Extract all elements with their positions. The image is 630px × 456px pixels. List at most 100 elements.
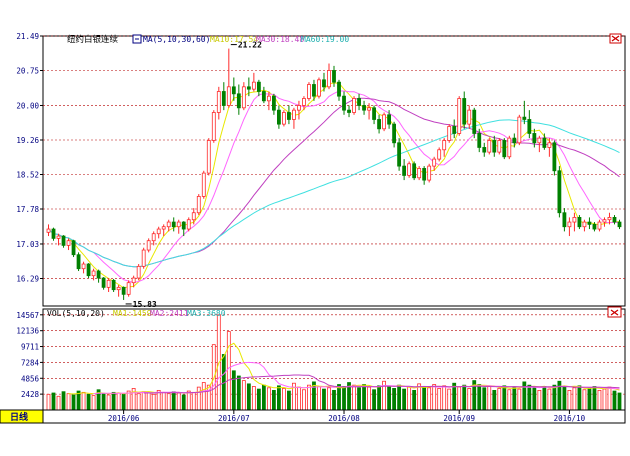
candle-body [91,270,96,277]
volume-bar [342,386,346,411]
volume-bar [261,384,266,411]
volume-bar [161,391,166,411]
candle-body [271,95,276,111]
candle-body [347,109,351,113]
volume-bar [201,382,206,411]
candle-body [432,158,437,167]
volume-bar [372,389,376,411]
volume-bar [181,394,186,411]
volume-bar [231,370,236,411]
vol-ma2-readout: MA2:2411 [150,309,189,318]
volume-bar [362,384,366,411]
candle-body [327,70,331,88]
candle-body [71,240,76,256]
candle-body [287,112,291,120]
volume-bar [186,390,191,411]
period-tab[interactable]: 日线 [0,409,44,424]
volume-bar [116,392,121,411]
candle-body [151,233,156,242]
volume-bar [352,384,356,411]
price-tick-label: 20.00 [16,101,39,110]
candle-body [181,221,186,230]
volume-bar [66,393,71,411]
volume-bar [156,389,161,411]
candle-body [166,221,171,228]
candle-body [617,221,622,228]
close-volume-button[interactable] [607,306,622,318]
volume-bar [297,386,301,411]
candle-body [96,270,101,279]
volume-bar [337,384,341,411]
volume-bar [557,380,562,411]
volume-bar [307,384,311,411]
date-tick-label: 2016/09 [443,414,475,423]
candle-body [191,212,196,221]
volume-bar [437,388,442,411]
volume-bar [141,391,146,411]
volume-bar [422,386,427,411]
volume-bar [151,393,156,411]
candle-body [61,235,66,246]
volume-bar [432,384,437,411]
candle-body [597,221,602,230]
candle-body [467,109,472,125]
volume-bar [587,388,592,411]
close-icon [610,309,619,316]
candle-body [457,98,462,134]
date-tick-label: 2016/07 [218,414,250,423]
candle-body [116,286,121,291]
candle-body [51,228,56,239]
period-tab-frame[interactable] [0,409,44,424]
candle-body [322,79,326,88]
candle-body [282,112,286,125]
volume-bars [46,314,622,411]
volume-bar [271,389,276,411]
volume-tick-label: 9711 [21,343,39,352]
volume-bar [81,391,86,411]
ma30-readout: MA30:18.48 [256,35,304,44]
candle-body [612,216,617,223]
candle-body [302,98,306,106]
candlesticks [46,48,622,300]
candle-body [567,221,572,228]
ma10-readout: MA10:17.54 [210,35,258,44]
candle-body [186,219,191,230]
volume-bar [612,390,617,411]
volume-bar [246,383,251,411]
candle-body [101,277,106,288]
price-tick-label: 16.29 [16,274,39,283]
volume-bar [171,391,176,411]
candle-body [121,286,126,295]
candle-body [582,221,587,228]
volume-tick-label: 4856 [21,374,40,383]
candle-body [412,163,417,179]
candle-body [332,70,336,83]
volume-bar [191,391,196,411]
candle-body [447,126,452,141]
candle-body [527,119,532,134]
candle-body [146,240,151,251]
candle-body [477,133,482,148]
volume-bar [126,390,131,411]
candle-body [602,219,607,223]
volume-bar [532,387,537,411]
candle-body [156,228,161,235]
price-tick-label: 18.52 [16,170,39,179]
volume-bar [106,394,111,411]
candle-body [502,140,507,158]
candle-body [572,216,577,223]
candle-body [136,265,141,279]
volume-bar [497,388,502,411]
volume-bar [367,386,371,411]
candle-body [607,216,612,221]
volume-bar [592,386,597,411]
candle-body [487,140,492,153]
close-panel-button[interactable] [609,33,622,44]
candle-body [86,263,91,277]
candle-body [367,107,371,111]
volume-bar [241,380,246,411]
volume-bar [282,388,286,411]
volume-bar [477,384,482,411]
candle-body [342,95,346,111]
volume-bar [442,385,447,411]
